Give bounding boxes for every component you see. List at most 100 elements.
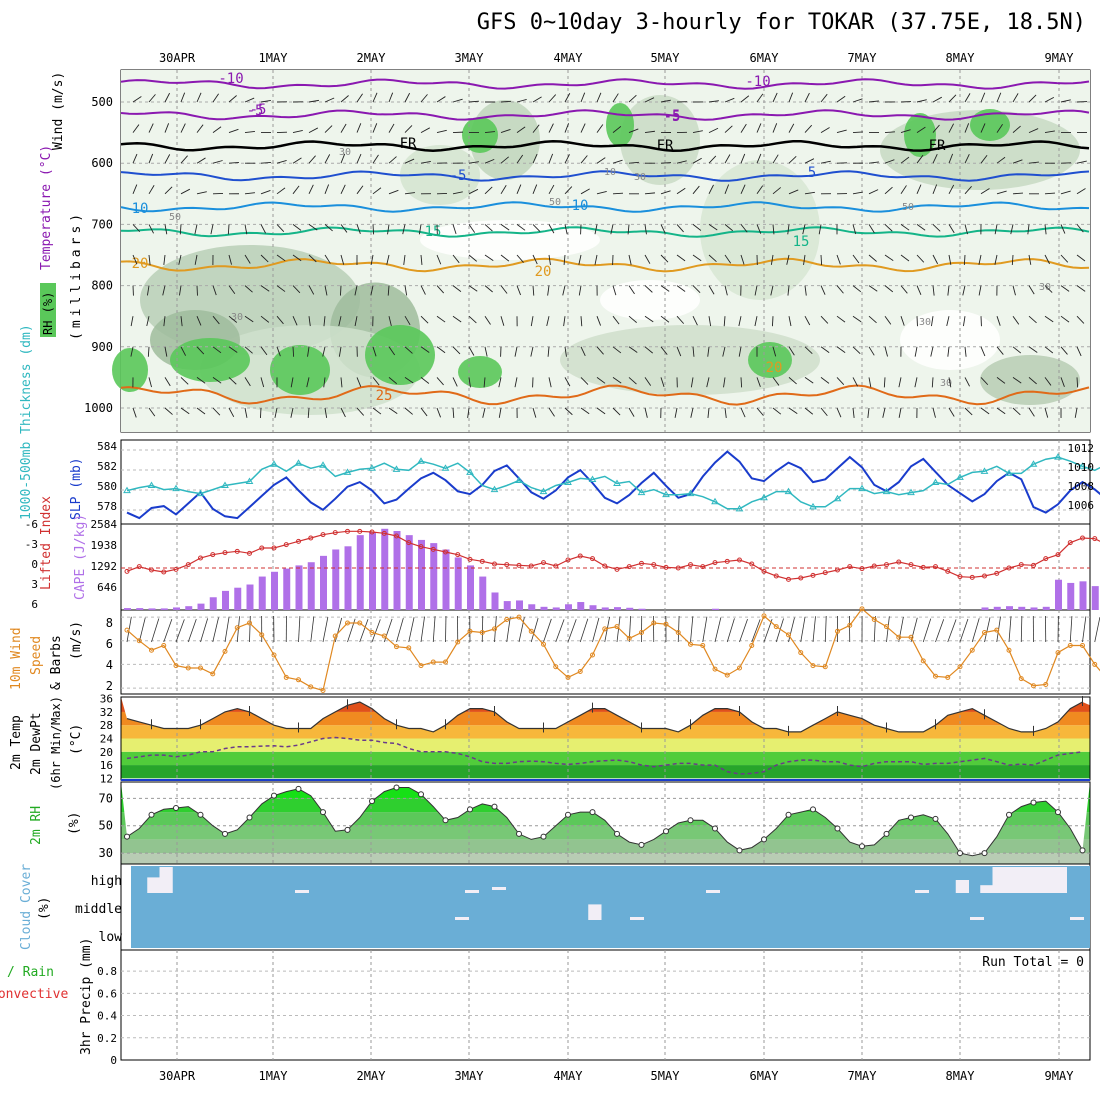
rh-high-shade (270, 345, 330, 395)
wind-barb (882, 407, 886, 418)
surface-wind-barb (249, 616, 251, 643)
wind-barb (322, 346, 326, 357)
lifted-index-marker (553, 563, 559, 569)
lifted-index-marker (1055, 552, 1061, 558)
wind-speed-marker (1092, 661, 1098, 667)
lifted-index-marker (259, 545, 265, 551)
thickness-marker (294, 459, 303, 466)
surface-wind-barb (555, 619, 565, 643)
pressure-tick: 600 (91, 156, 113, 170)
surface-wind-barb (359, 619, 369, 643)
run-total-label: Run Total = 0 (982, 955, 1084, 970)
wind-speed-marker (1067, 642, 1073, 648)
wind-barb (676, 315, 685, 324)
wind-barb (276, 160, 287, 164)
wind-barb (563, 316, 566, 327)
rh-high-shade (170, 338, 250, 382)
rh-marker (859, 843, 865, 850)
rh-axis-label-2: (%) (67, 812, 82, 835)
wind-barb (964, 123, 970, 133)
wind-barb (900, 129, 911, 134)
wind-barb (388, 189, 399, 195)
lifted-index-marker (345, 528, 350, 534)
surface-wind-barb (886, 616, 890, 643)
thickness-marker (147, 481, 156, 489)
rh-marker (516, 830, 522, 837)
lifted-index-marker (884, 562, 889, 568)
wind-speed-marker (798, 650, 804, 656)
top-date-label: 2MAY (357, 51, 387, 65)
wind-speed-marker (822, 664, 828, 670)
wind-barb (404, 346, 413, 354)
wind-barb (724, 224, 734, 232)
cape-bar (405, 535, 413, 610)
wind-speed-marker (443, 659, 448, 665)
cloud-background (131, 866, 1090, 948)
surface-wind-barb (1008, 616, 1012, 643)
lifted-index-marker (161, 569, 167, 575)
wind-barb (1010, 224, 1014, 235)
wind-barb (580, 188, 590, 195)
cloud-middle-bar (588, 904, 602, 920)
wind-barb (868, 377, 872, 388)
wind-speed-marker (1043, 682, 1049, 688)
wind-barb (884, 315, 892, 325)
cape-bar (1055, 579, 1062, 610)
wind-barb (388, 377, 398, 385)
wind-speed-marker (467, 628, 473, 634)
wind-barb (132, 153, 138, 164)
cloud-high-bar (1017, 867, 1031, 893)
lifted-index-marker (173, 566, 179, 572)
wind-barb (596, 157, 606, 164)
rh-marker (687, 817, 694, 824)
wind-barb (212, 126, 222, 133)
pressure-tick: 900 (91, 340, 113, 354)
cape-bar (467, 565, 474, 610)
wind-barb (1044, 377, 1052, 386)
wind-barb (500, 100, 512, 103)
wind-barb (964, 185, 972, 195)
wind-speed-marker (247, 620, 252, 626)
wind-barb (594, 254, 598, 265)
wind-barb (964, 377, 970, 387)
lifted-index-marker (222, 550, 228, 556)
li-tick: -3 (25, 538, 38, 551)
wind-barb (948, 123, 955, 133)
cape-bar (356, 535, 364, 610)
wind-barb (707, 346, 710, 357)
wind-barb (868, 346, 875, 356)
wind-barb (788, 377, 797, 385)
wind-barb (180, 377, 189, 385)
wind-barb (964, 407, 973, 416)
wind-barb (452, 285, 462, 293)
lifted-index-marker (663, 564, 669, 570)
wind-barb (786, 254, 790, 265)
pressure-axis-label: (millibars) (69, 210, 84, 340)
wind-barb (916, 254, 925, 263)
precip-tick: 0.8 (97, 965, 117, 978)
wind-speed-marker (737, 665, 742, 671)
rh-contour-label: 30 (1039, 282, 1051, 293)
thickness-marker (1054, 453, 1062, 460)
wind-barb (820, 346, 830, 353)
wind-barb (980, 123, 986, 133)
wind-speed-marker (835, 628, 840, 634)
wind-barb (596, 346, 604, 355)
wind-speed-marker (1080, 642, 1085, 648)
wind-barb (516, 224, 526, 231)
thickness-marker (515, 476, 523, 483)
wind-barb (420, 407, 428, 417)
wind-barb (898, 377, 902, 388)
temp-band (121, 738, 1090, 752)
wind-barb (868, 315, 877, 324)
wind-barb (292, 316, 298, 326)
wind-barb (1028, 254, 1032, 265)
cape-bar (418, 539, 425, 610)
cloud-panel (131, 866, 1090, 948)
wind-barb (916, 285, 922, 295)
wind-barb (404, 92, 411, 103)
thickness-tick: 578 (97, 500, 117, 513)
surface-wind-barb (506, 616, 511, 643)
wind-barb (772, 92, 778, 103)
wind-barb (530, 346, 534, 357)
